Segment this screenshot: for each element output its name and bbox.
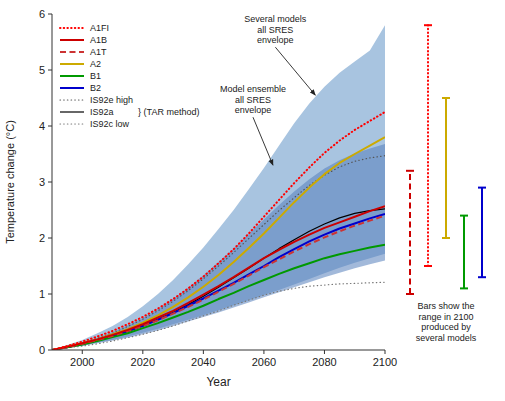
axes: 2000 2020 2040 2060 2080 2100 0 1 2 3 4 5 6 xyxy=(39,8,397,368)
range-bar-cap-high xyxy=(442,97,450,99)
annotation-arrow xyxy=(253,117,273,165)
legend-label: A2 xyxy=(90,59,101,69)
y-tick xyxy=(48,70,52,71)
y-tick-label: 6 xyxy=(39,8,45,20)
legend-label: IS92a xyxy=(90,107,114,117)
x-tick-label: 2000 xyxy=(70,356,94,368)
text-line: range in 2100 xyxy=(418,312,473,322)
x-tick-label: 2080 xyxy=(312,356,336,368)
legend-note: } (TAR method) xyxy=(138,107,199,117)
legend-swatch xyxy=(60,99,84,100)
x-tick xyxy=(82,350,83,354)
text-line: Several models xyxy=(244,14,307,24)
legend-label: IS92e high xyxy=(90,95,133,105)
series-line xyxy=(52,214,385,350)
legend-swatch xyxy=(60,27,84,29)
text-line: envelope xyxy=(257,35,294,45)
legend-swatch xyxy=(60,111,84,112)
plot-area xyxy=(52,25,385,350)
legend-label: B2 xyxy=(90,83,101,93)
y-tick xyxy=(48,126,52,127)
legend: A1FI A1B A1T A2 B1 B2 IS92e high IS92a IS92c low… xyxy=(60,23,199,129)
annotation-text: Several modelsall SRESenvelope xyxy=(244,14,307,45)
legend-swatch xyxy=(60,123,84,124)
envelope-band xyxy=(52,144,385,350)
legend-label: B1 xyxy=(90,71,101,81)
range-bar xyxy=(445,98,447,238)
range-bars-note: Bars show therange in 2100produced bysev… xyxy=(416,301,477,343)
x-tick-label: 2040 xyxy=(191,356,215,368)
x-tick xyxy=(324,350,325,354)
range-bar-cap-high xyxy=(406,170,414,172)
range-bar-cap-high xyxy=(478,187,486,189)
y-tick-label: 1 xyxy=(39,288,45,300)
range-bar xyxy=(427,25,429,266)
range-bar-cap-high xyxy=(424,24,432,26)
text-line: all SRES xyxy=(257,25,293,35)
legend-label: IS92c low xyxy=(90,119,130,129)
range-bar-cap-low xyxy=(460,287,468,289)
x-tick xyxy=(263,350,264,354)
y-tick-label: 4 xyxy=(39,120,45,132)
annotation-text: Model ensembleall SRESenvelope xyxy=(220,84,286,115)
legend-swatch xyxy=(60,87,84,89)
x-tick xyxy=(203,350,204,354)
x-tick xyxy=(385,350,386,354)
legend-swatch xyxy=(60,39,84,41)
text-line: Model ensemble xyxy=(220,84,286,94)
series-line xyxy=(52,209,385,350)
text-line: all SRES xyxy=(235,95,271,105)
x-tick-label: 2020 xyxy=(131,356,155,368)
x-tick xyxy=(142,350,143,354)
range-bar xyxy=(463,216,465,289)
x-axis-line xyxy=(52,350,385,351)
legend-swatch xyxy=(60,75,84,77)
x-axis-label: Year xyxy=(206,375,230,389)
x-tick-label: 2100 xyxy=(373,356,397,368)
series-line xyxy=(52,206,385,350)
y-tick xyxy=(48,182,52,183)
y-tick xyxy=(48,14,52,15)
range-bar-cap-low xyxy=(406,293,414,295)
y-tick xyxy=(48,294,52,295)
series-line xyxy=(52,156,385,350)
range-bar xyxy=(409,171,411,294)
y-tick xyxy=(48,350,52,351)
text-line: Bars show the xyxy=(417,301,474,311)
range-bar-cap-low xyxy=(424,265,432,267)
legend-label: A1T xyxy=(90,47,107,57)
chart: 2000 2020 2040 2060 2080 2100 0 1 2 3 4 5 6 Year Tempe… xyxy=(0,0,505,401)
range-bar xyxy=(481,188,483,278)
y-tick-label: 5 xyxy=(39,64,45,76)
range-bar-cap-high xyxy=(460,215,468,217)
y-tick xyxy=(48,238,52,239)
range-bar-cap-low xyxy=(442,237,450,239)
y-axis-label: Temperature change (°C) xyxy=(4,120,16,244)
text-line: produced by xyxy=(421,322,471,332)
y-tick-label: 2 xyxy=(39,232,45,244)
range-bars xyxy=(406,25,486,294)
legend-swatch xyxy=(60,51,84,53)
envelope-band xyxy=(52,25,385,350)
y-tick-label: 0 xyxy=(39,344,45,356)
x-tick-label: 2060 xyxy=(252,356,276,368)
series-line xyxy=(52,216,385,350)
range-bar-cap-low xyxy=(478,276,486,278)
legend-swatch xyxy=(60,63,84,65)
legend-label: A1FI xyxy=(90,23,109,33)
legend-label: A1B xyxy=(90,35,107,45)
series-line xyxy=(52,112,385,350)
text-line: envelope xyxy=(235,105,272,115)
text-line: several models xyxy=(416,333,477,343)
series-line xyxy=(52,137,385,350)
y-tick-label: 3 xyxy=(39,176,45,188)
